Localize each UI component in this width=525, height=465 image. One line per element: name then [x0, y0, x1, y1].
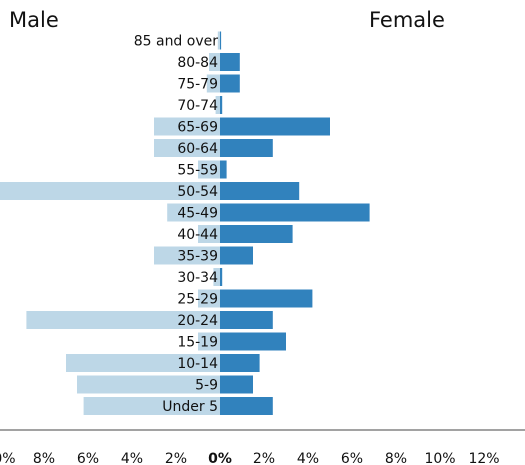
- category-label-25-29: 25-29: [177, 292, 218, 308]
- bar-female-40-44: [220, 225, 293, 243]
- bar-female-10-14: [220, 354, 260, 372]
- bar-female-15-19: [220, 332, 286, 351]
- bar-female-55-59: [220, 160, 227, 179]
- x-tick-label: 0%: [208, 451, 232, 465]
- female-header: Female: [369, 8, 445, 32]
- category-label-45-49: 45-49: [177, 206, 218, 222]
- bar-male-30-34: [213, 268, 220, 286]
- bar-female-45-49: [220, 203, 370, 222]
- category-label-35-39: 35-39: [177, 249, 218, 265]
- bar-female-60-64: [220, 139, 273, 157]
- bar-male-25-29: [198, 289, 220, 308]
- bar-female-85-and-over: [220, 31, 222, 50]
- bar-female-50-54: [220, 182, 300, 200]
- bar-male-45-49: [167, 203, 220, 222]
- bar-male-35-39: [154, 246, 220, 265]
- category-label-70-74: 70-74: [177, 98, 218, 114]
- male-header: Male: [9, 8, 59, 32]
- category-label-10-14: 10-14: [177, 356, 218, 372]
- bar-male-40-44: [198, 225, 220, 243]
- bar-male-75-79: [206, 74, 220, 93]
- bar-male-50-54: [0, 182, 220, 200]
- bar-female-65-69: [220, 117, 330, 136]
- bar-male-15-19: [198, 332, 220, 351]
- x-tick-label: 8%: [385, 451, 407, 465]
- bar-male-70-74: [215, 96, 220, 114]
- category-label-55-59: 55-59: [177, 163, 218, 179]
- bar-male-under-5: [83, 397, 220, 415]
- x-tick-label: 2%: [253, 451, 275, 465]
- category-label-85-and-over: 85 and over: [134, 34, 219, 50]
- x-tick-label: 4%: [121, 451, 143, 465]
- bar-male-85-and-over: [217, 31, 220, 50]
- x-tick-label: 6%: [341, 451, 363, 465]
- x-tick-label: 2%: [165, 451, 187, 465]
- x-tick-label: 4%: [297, 451, 319, 465]
- x-tick-label: 12%: [468, 451, 499, 465]
- bar-male-60-64: [154, 139, 220, 157]
- category-label-80-84: 80-84: [177, 55, 218, 71]
- bar-female-20-24: [220, 311, 273, 329]
- bar-male-10-14: [66, 354, 220, 372]
- bar-female-80-84: [220, 53, 240, 71]
- bar-male-5-9: [77, 375, 220, 394]
- category-label-60-64: 60-64: [177, 141, 218, 157]
- category-label-50-54: 50-54: [177, 184, 218, 200]
- category-label-65-69: 65-69: [177, 120, 218, 136]
- bar-male-55-59: [198, 160, 220, 179]
- bar-female-25-29: [220, 289, 313, 308]
- category-label-20-24: 20-24: [177, 313, 218, 329]
- x-tick-label: 10%: [0, 451, 16, 465]
- bar-male-65-69: [154, 117, 220, 136]
- bar-female-under-5: [220, 397, 273, 415]
- category-label-under-5: Under 5: [162, 399, 218, 415]
- category-label-30-34: 30-34: [177, 270, 218, 286]
- category-label-15-19: 15-19: [177, 335, 218, 351]
- category-label-40-44: 40-44: [177, 227, 218, 243]
- bar-male-20-24: [26, 311, 221, 329]
- category-label-75-79: 75-79: [177, 77, 218, 93]
- x-tick-label: 10%: [424, 451, 455, 465]
- bar-female-5-9: [220, 375, 253, 394]
- bar-female-30-34: [220, 268, 223, 286]
- bar-female-75-79: [220, 74, 240, 93]
- bar-female-70-74: [220, 96, 223, 114]
- bar-male-80-84: [209, 53, 220, 71]
- bar-female-35-39: [220, 246, 253, 265]
- category-label-5-9: 5-9: [195, 378, 218, 394]
- x-tick-label: 6%: [77, 451, 99, 465]
- x-tick-label: 8%: [33, 451, 55, 465]
